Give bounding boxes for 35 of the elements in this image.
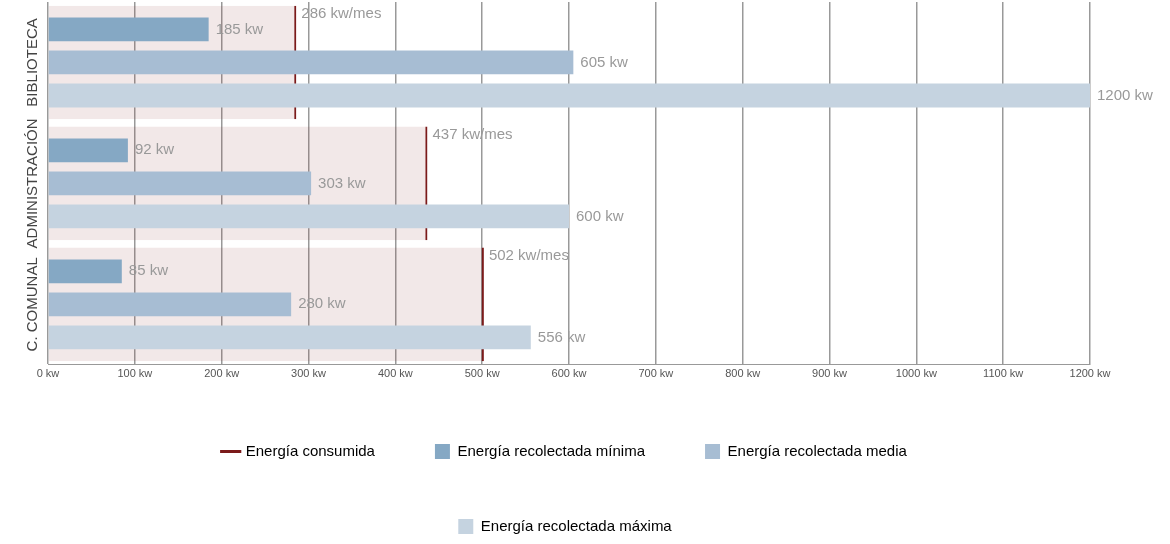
x-tick-label: 1100 kw [983,367,1024,380]
bar [48,259,122,284]
x-tick-label: 400 kw [377,367,413,380]
bar [48,292,292,317]
data-label: 605 kw [580,52,629,70]
x-tick-label: 200 kw [204,367,240,380]
bar [48,83,1090,108]
bar [48,171,312,196]
bar [48,325,531,350]
x-tick-label: 1000 kw [895,367,937,380]
bar [48,138,128,163]
bar [48,204,569,229]
y-tick-label: C. COMUNAL [22,257,40,352]
x-tick-label: 1200 kw [1069,367,1111,380]
x-tick-label: 100 kw [117,367,153,380]
x-tick-label: 700 kw [638,367,674,380]
y-tick-label: ADMINISTRACIÓN [22,118,40,249]
x-tick-label: 300 kw [291,367,326,380]
bar [48,17,209,42]
legend-label: Energía consumida [245,441,376,459]
x-tick-label: 800 kw [725,367,761,380]
data-label: 1200 kw [1097,85,1154,103]
legend-label: Energía recolectada mínima [457,441,646,459]
data-label: 600 kw [576,206,624,224]
x-tick-label: 0 kw [36,367,60,380]
x-tick-label: 500 kw [464,367,500,380]
data-label: 303 kw [318,173,366,191]
legend-label: Energía recolectada media [727,441,908,459]
data-label: 502 kw/mes [488,245,569,263]
data-label: 92 kw [134,140,175,158]
bar [48,50,574,75]
legend-label: Energía recolectada máxima [480,516,673,534]
y-tick-label: BIBLIOTECA [22,18,40,107]
x-tick-label: 900 kw [812,367,847,380]
x-tick-label: 600 kw [551,367,587,380]
